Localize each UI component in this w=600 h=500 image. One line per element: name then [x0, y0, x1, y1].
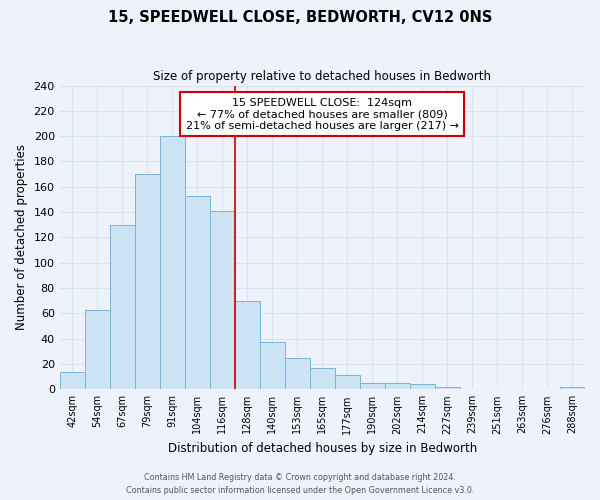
- Bar: [135, 174, 160, 390]
- Text: Contains HM Land Registry data © Crown copyright and database right 2024.
Contai: Contains HM Land Registry data © Crown c…: [126, 474, 474, 495]
- Bar: [410, 384, 435, 390]
- Bar: [385, 383, 410, 390]
- Bar: [110, 225, 135, 390]
- Bar: [335, 376, 360, 390]
- X-axis label: Distribution of detached houses by size in Bedworth: Distribution of detached houses by size …: [168, 442, 477, 455]
- Text: 15, SPEEDWELL CLOSE, BEDWORTH, CV12 0NS: 15, SPEEDWELL CLOSE, BEDWORTH, CV12 0NS: [108, 10, 492, 25]
- Bar: [185, 196, 210, 390]
- Bar: [310, 368, 335, 390]
- Bar: [435, 387, 460, 390]
- Bar: [160, 136, 185, 390]
- Title: Size of property relative to detached houses in Bedworth: Size of property relative to detached ho…: [154, 70, 491, 83]
- Y-axis label: Number of detached properties: Number of detached properties: [15, 144, 28, 330]
- Bar: [235, 300, 260, 390]
- Bar: [260, 342, 285, 390]
- Bar: [85, 310, 110, 390]
- Bar: [59, 372, 85, 390]
- Bar: [285, 358, 310, 390]
- Text: 15 SPEEDWELL CLOSE:  124sqm
← 77% of detached houses are smaller (809)
21% of se: 15 SPEEDWELL CLOSE: 124sqm ← 77% of deta…: [186, 98, 459, 131]
- Bar: [560, 387, 585, 390]
- Bar: [210, 211, 235, 390]
- Bar: [360, 383, 385, 390]
